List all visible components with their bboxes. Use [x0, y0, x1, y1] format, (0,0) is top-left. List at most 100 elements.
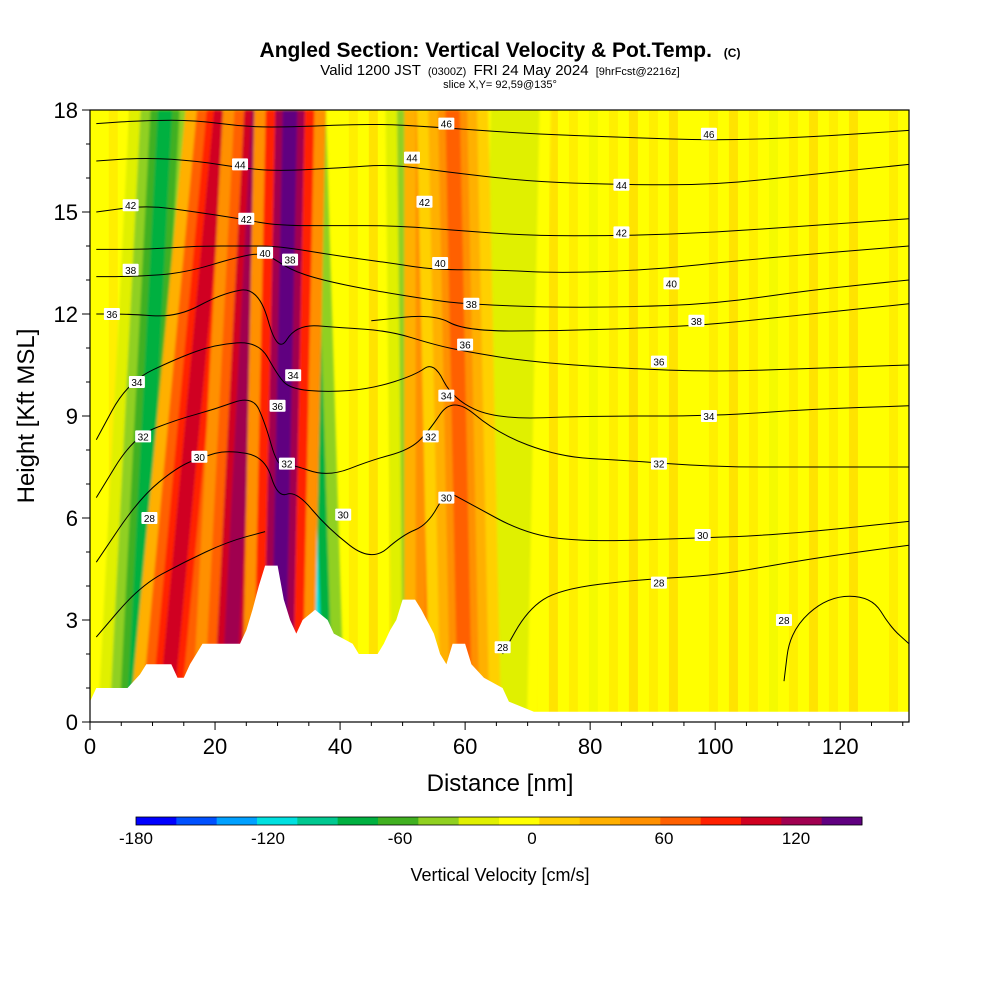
theta-contour-42-10 — [96, 206, 909, 237]
svg-text:30: 30 — [338, 511, 350, 522]
colorbar-tick-label: 0 — [527, 829, 536, 848]
svg-text:34: 34 — [703, 412, 715, 423]
svg-text:34: 34 — [441, 392, 453, 403]
contour-label: 42 — [416, 195, 433, 209]
y-tick-label: 0 — [66, 710, 78, 735]
contour-label: 44 — [232, 158, 249, 171]
theta-contour-40-9 — [96, 245, 909, 273]
svg-text:28: 28 — [497, 643, 509, 654]
svg-text:40: 40 — [435, 259, 447, 270]
chart-slice-info: slice X,Y= 92,59@135° — [443, 79, 557, 91]
svg-text:40: 40 — [666, 279, 678, 290]
svg-text:32: 32 — [653, 460, 665, 471]
svg-text:42: 42 — [419, 198, 431, 209]
contour-label: 46 — [700, 127, 717, 141]
velocity-streak — [828, 110, 838, 722]
contour-label: 38 — [688, 314, 705, 328]
contour-label: 46 — [438, 117, 455, 131]
velocity-streak — [788, 110, 798, 722]
y-tick-label: 15 — [54, 200, 78, 225]
svg-text:32: 32 — [281, 460, 293, 471]
svg-text:36: 36 — [106, 310, 118, 321]
colorbar-tick-label: 120 — [782, 829, 810, 848]
contour-label: 36 — [103, 308, 120, 321]
theta-contour-38-8 — [96, 253, 909, 308]
velocity-streak — [848, 110, 858, 722]
contour-label: 32 — [135, 430, 152, 443]
contour-label: 34 — [285, 369, 302, 382]
colorbar-swatch — [136, 817, 177, 825]
velocity-streak — [348, 110, 358, 722]
colorbar-tick-label: -60 — [388, 829, 413, 848]
svg-text:46: 46 — [441, 120, 453, 131]
contour-label: 32 — [650, 457, 667, 471]
x-tick-label: 0 — [84, 734, 96, 759]
velocity-field-bands — [98, 110, 551, 722]
velocity-streak — [108, 110, 118, 722]
svg-text:42: 42 — [616, 228, 628, 239]
colorbar-swatch — [297, 817, 339, 825]
colorbar-swatch — [458, 817, 500, 825]
contour-label: 44 — [403, 151, 420, 165]
contour-label: 38 — [463, 297, 480, 311]
y-axis-label: Height [Kft MSL] — [13, 329, 40, 504]
svg-text:42: 42 — [125, 201, 137, 212]
svg-text:34: 34 — [288, 371, 300, 382]
contour-label: 44 — [613, 178, 630, 192]
theta-contour-32-4 — [95, 399, 909, 498]
y-tick-label: 3 — [66, 608, 78, 633]
svg-text:30: 30 — [441, 494, 453, 505]
x-tick-label: 80 — [578, 734, 602, 759]
contour-label: 38 — [282, 253, 299, 267]
x-tick-label: 120 — [822, 734, 859, 759]
y-tick-label: 18 — [54, 98, 78, 123]
colorbar-swatch — [579, 817, 621, 825]
svg-text:34: 34 — [131, 378, 143, 389]
chart-subtitle: Valid 1200 JST (0300Z) FRI 24 May 2024 [… — [320, 62, 679, 79]
svg-text:42: 42 — [241, 215, 253, 226]
colorbar-swatch — [539, 817, 581, 825]
svg-text:38: 38 — [466, 300, 478, 311]
velocity-streak — [728, 110, 738, 722]
colorbar-label: Vertical Velocity [cm/s] — [410, 865, 589, 885]
colorbar-swatch — [257, 817, 298, 825]
contour-label: 32 — [422, 430, 439, 443]
y-tick-label: 12 — [54, 302, 78, 327]
contour-label: 30 — [335, 508, 352, 522]
svg-text:36: 36 — [460, 341, 472, 352]
colorbar-tick-label: -120 — [251, 829, 285, 848]
contour-label: 36 — [457, 338, 474, 352]
downdraft-band-0-layer-3 — [126, 110, 173, 722]
theta-contour-28-0 — [95, 531, 266, 638]
colorbar-tick-label: -180 — [119, 829, 153, 848]
y-tick-label: 6 — [66, 506, 78, 531]
colorbar-swatch — [781, 817, 823, 825]
svg-text:28: 28 — [653, 579, 665, 590]
svg-text:30: 30 — [194, 453, 206, 464]
terrain-mask — [90, 565, 909, 722]
colorbar-swatch — [499, 817, 540, 825]
updraft-band-4-layer-3 — [445, 110, 473, 722]
x-tick-label: 100 — [697, 734, 734, 759]
theta-contour-36-6 — [96, 289, 909, 372]
chart-title: Angled Section: Vertical Velocity & Pot.… — [260, 39, 741, 62]
svg-text:30: 30 — [697, 531, 709, 542]
svg-text:32: 32 — [138, 432, 150, 443]
svg-text:28: 28 — [144, 514, 156, 525]
svg-text:36: 36 — [653, 358, 665, 369]
y-axis: 0 3 6 9 12 15 18 — [54, 98, 90, 735]
contour-label: 28 — [141, 512, 158, 525]
colorbar-swatch — [378, 817, 419, 825]
contour-label: 30 — [438, 491, 455, 505]
svg-text:46: 46 — [703, 130, 715, 141]
svg-text:36: 36 — [272, 402, 284, 413]
contour-label: 34 — [438, 389, 455, 403]
contour-label: 42 — [122, 199, 139, 212]
contour-label: 36 — [269, 399, 286, 413]
theta-contour-30-3 — [95, 451, 909, 563]
velocity-streak — [368, 110, 378, 722]
svg-text:44: 44 — [406, 154, 418, 165]
colorbar-swatch — [216, 817, 258, 825]
contour-label: 38 — [122, 263, 139, 277]
